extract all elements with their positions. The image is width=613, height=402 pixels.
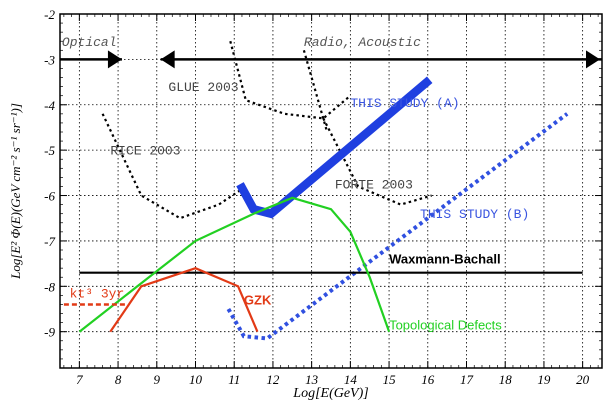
series-labels: Optical Radio, Acoustic GLUE 2003 RICE 2003… bbox=[62, 35, 529, 333]
series-rice-2003 bbox=[101, 113, 247, 220]
x-tick-label: 16 bbox=[421, 372, 435, 387]
label-optical: Optical bbox=[62, 35, 117, 50]
series-gzk bbox=[109, 267, 259, 333]
x-tick-label: 8 bbox=[115, 372, 122, 387]
series-topological-defects bbox=[78, 196, 391, 333]
y-axis-label: Log[E² Φ(E)(GeV cm⁻² s⁻¹ sr⁻¹)] bbox=[8, 103, 23, 280]
x-tick-label: 18 bbox=[499, 372, 513, 387]
label-rice-2003: RICE 2003 bbox=[110, 144, 180, 159]
y-tick-label: -8 bbox=[44, 279, 55, 294]
x-tick-label: 7 bbox=[76, 372, 83, 387]
arrow-head bbox=[586, 50, 600, 69]
label-kt-3yr: kt³ 3yr bbox=[70, 287, 125, 302]
series-this-study-a bbox=[236, 76, 433, 219]
x-tick-label: 17 bbox=[460, 372, 474, 387]
x-tick-label: 19 bbox=[537, 372, 551, 387]
x-tick-label: 12 bbox=[266, 372, 280, 387]
label-this-study-b: THIS STUDY (B) bbox=[420, 207, 529, 222]
y-tick-label: -6 bbox=[44, 189, 55, 204]
y-tick-label: -5 bbox=[44, 143, 55, 158]
arrow-head bbox=[107, 50, 122, 69]
y-tick-label: -3 bbox=[44, 52, 55, 67]
x-axis-label: Log[E(GeV)] bbox=[292, 386, 368, 401]
series-forte-2003 bbox=[322, 117, 433, 206]
x-tick-label: 13 bbox=[305, 372, 319, 387]
label-forte-2003: FORTE 2003 bbox=[335, 178, 413, 193]
y-tick-label: -2 bbox=[44, 7, 55, 22]
label-radio-acoustic: Radio, Acoustic bbox=[304, 35, 421, 50]
plot-frame bbox=[59, 13, 603, 369]
x-tick-label: 14 bbox=[344, 372, 358, 387]
axis-ticks: 7 8 9 10 11 12 13 14 15 16 17 18 19 20 -2 -3 -4 -5 -6 -7 -8 -… bbox=[44, 7, 602, 387]
label-waxmann-bachall: Waxmann-Bachall bbox=[389, 252, 501, 267]
series-unnamed bbox=[302, 49, 329, 133]
x-tick-label: 9 bbox=[154, 372, 161, 387]
x-tick-label: 10 bbox=[189, 372, 203, 387]
series-glue-2003 bbox=[229, 40, 352, 120]
grid bbox=[60, 13, 602, 368]
y-tick-label: -4 bbox=[44, 98, 55, 113]
label-glue-2003: GLUE 2003 bbox=[168, 80, 238, 95]
x-tick-label: 20 bbox=[576, 372, 590, 387]
y-tick-label: -7 bbox=[44, 234, 55, 249]
arrow-head bbox=[160, 50, 175, 69]
label-gzk: GZK bbox=[244, 292, 272, 307]
x-tick-label: 15 bbox=[383, 372, 397, 387]
series-this-study-b bbox=[226, 112, 569, 341]
x-tick-label: 11 bbox=[228, 372, 240, 387]
label-topological-defects: Topological Defects bbox=[389, 317, 502, 332]
y-tick-label: -9 bbox=[44, 325, 55, 340]
series-lines bbox=[63, 40, 583, 341]
label-this-study-a: THIS STUDY (A) bbox=[350, 96, 459, 111]
